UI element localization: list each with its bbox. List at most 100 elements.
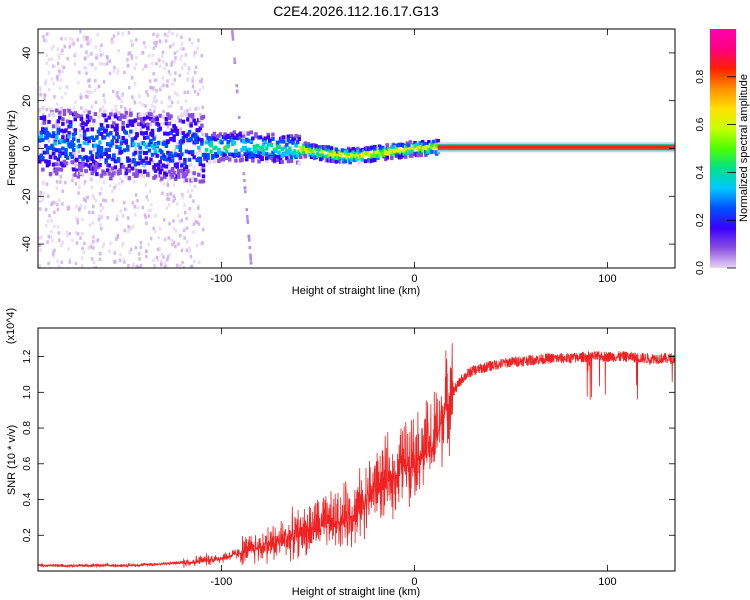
spectrogram-noise-cell [154,134,157,139]
spectrogram-cell [373,157,377,162]
spectrogram-cell [156,162,161,167]
spectrogram-noise-cell [172,183,176,187]
spectrogram-noise-cell [172,194,175,198]
spectrogram-noise-cell [159,129,163,133]
spectrogram-noise-cell [198,148,201,153]
spectrogram-noise-cell [183,236,186,240]
spectrogram-cell [178,155,183,160]
spectrogram-noise-cell [52,200,55,205]
spectrogram-noise-cell [115,214,119,218]
spectrogram-cell [121,120,125,125]
spectrogram-cell [224,149,229,154]
spectrogram-cell [331,158,335,163]
spectrogram-cell [246,138,250,143]
spectrogram-noise-cell [179,127,182,131]
spectrogram-noise-cell [200,80,204,85]
spectrogram-noise-cell [158,247,161,251]
spectrogram-noise-cell [95,239,98,244]
snr-ytick-label: 0.8 [22,421,33,435]
spectrogram-cell [47,119,51,124]
spectrogram-cell [302,151,306,156]
spectrogram-noise-cell [182,228,186,232]
spectrogram-noise-cell [60,64,64,69]
spectrogram-noise-cell [86,195,89,200]
spectrogram-noise-cell [180,248,184,253]
spectrogram-cell [308,143,312,148]
snr-ytick-label: 0.4 [22,492,33,506]
spectrogram-cell [87,117,91,122]
spectrogram-noise-cell [177,242,180,246]
spectrogram-noise-cell [78,70,81,75]
spectrogram-noise-cell [155,61,158,66]
spectrogram-cell [71,137,76,142]
spectrogram-cell [105,132,110,137]
spectrogram-cell [289,134,294,139]
spectrogram-cell [155,153,159,158]
spectrogram-cell [212,159,216,164]
spectrogram-cell [169,172,173,177]
spectrogram-noise-cell [179,234,182,238]
spectrogram-cell [51,131,56,136]
spectrogram-noise-cell [130,39,133,43]
spectrogram-noise-cell [44,207,48,212]
spectrogram-noise-cell [115,237,118,241]
spectrogram-noise-cell [183,109,187,114]
spectrogram-cell [65,137,70,142]
spectrogram-noise-cell [160,179,164,183]
spectrogram-noise-cell [149,108,152,113]
spectrogram-noise-cell [249,261,253,265]
spectrogram-cell [41,106,45,111]
spectrogram-noise-cell [233,57,236,61]
spectrogram-noise-cell [168,30,171,34]
spectrogram-cell [417,148,422,153]
spectrogram-noise-cell [135,62,138,66]
spectrogram-noise-cell [90,52,93,56]
spectrogram-cell [47,161,51,166]
spectrogram-cell [44,127,48,132]
spectrogram-noise-cell [120,104,123,109]
spectrogram-cell [81,125,85,130]
spectrogram-noise-cell [187,163,191,168]
spectrogram-noise-cell [38,199,42,204]
spectrogram-noise-cell [103,62,106,67]
spectrogram-cell [274,155,278,160]
spectrogram-cell [54,135,59,140]
spectrogram-noise-cell [92,246,95,250]
spectrogram-noise-cell [57,264,61,268]
spectrogram-noise-cell [56,259,59,263]
spectrogram-cell [422,147,427,152]
spectrogram-noise-cell [152,258,155,263]
spectrogram-cell [166,112,170,117]
spectrogram-noise-cell [99,203,103,207]
spectrogram-noise-cell [44,79,48,83]
spectrogram-cell [116,135,121,140]
spectrogram-noise-cell [171,242,174,247]
spectrogram-noise-cell [65,85,68,89]
spectrogram-cell [278,139,283,144]
spectrogram-cell [356,146,360,151]
spectrogram-cell [303,154,308,159]
spectrogram-noise-cell [182,266,186,268]
spectrogram-cell [302,143,306,148]
spectrogram-noise-cell [66,56,69,61]
spectrogram-cell [70,154,74,159]
spectrogram-cell [115,139,119,144]
spectrogram-cell [288,139,292,144]
spectrogram-noise-cell [47,88,51,92]
spectrogram-cell [158,170,162,175]
spectrogram-noise-cell [180,66,184,70]
spectrogram-cell [197,172,201,177]
spectrogram-noise-cell [171,32,174,36]
spectrogram-cell [104,160,108,165]
spectrogram-noise-cell [113,186,116,190]
spectrogram-noise-cell [176,115,180,120]
spectrogram-noise-cell [152,226,155,231]
spectrogram-noise-cell [166,34,169,38]
spectrogram-cell [266,142,271,147]
spectrogram-cell [64,147,68,152]
spectrogram-noise-cell [180,218,184,223]
spectrogram-cell [226,139,230,144]
spectrogram-cell [138,169,142,174]
spectrogram-cell [152,136,156,141]
spectrogram-cell [147,148,152,153]
